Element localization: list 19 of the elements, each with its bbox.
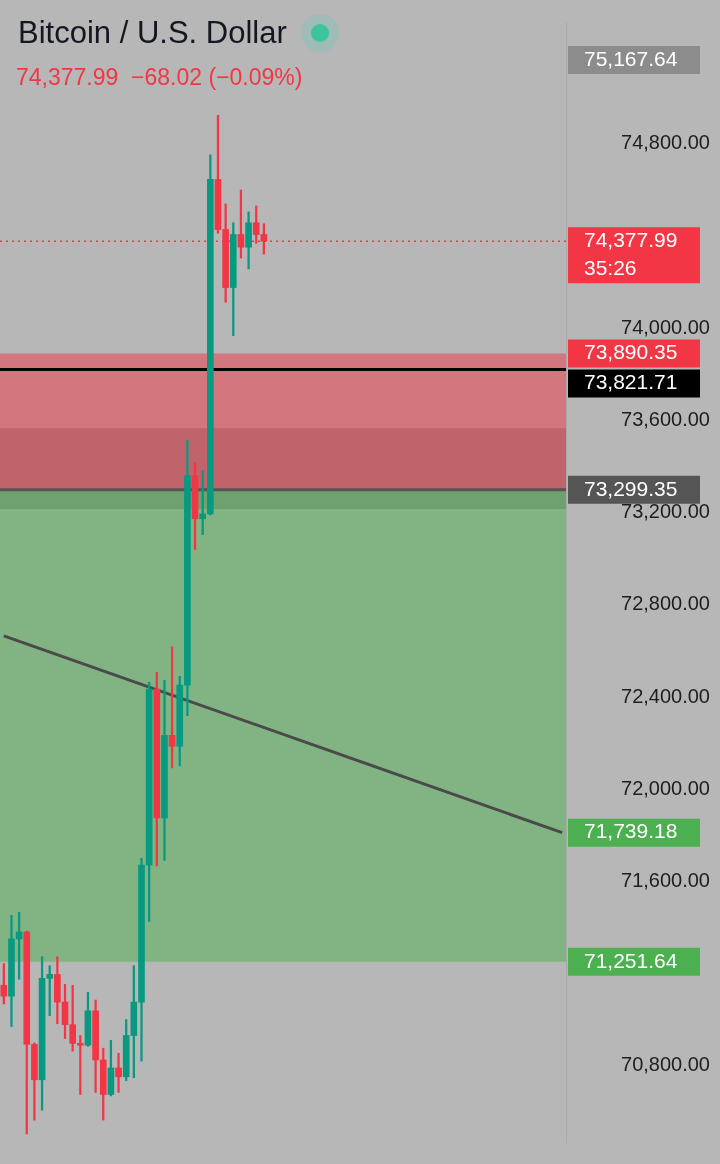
band-label: 71,251.64 [584,948,678,972]
ref-line-label: 73,299.35 [584,476,678,500]
text: 75,167.64 [584,46,678,70]
y-tick-label: 72,800.00 [621,592,710,615]
y-tick-label: 70,800.00 [621,1053,710,1076]
candlestick [115,1052,122,1093]
y-tick-label: 73,200.00 [621,500,710,523]
y-tick-label: 74,000.00 [621,315,710,338]
ref-line-label: 74,377.99 35:26 [584,228,678,279]
ref-line-label: 73,821.71 [584,370,678,394]
text: 74,377.99 −68.02 (−0.09%) [16,64,303,91]
series-label: 71,739.18 [584,819,678,843]
y-tick-label: 72,000.00 [621,776,710,799]
y-tick-label: 74,800.00 [621,131,710,154]
band-label: 73,890.35 [584,340,678,364]
chart-title: Bitcoin / U.S. Dollar [18,15,287,51]
y-tick-label: 72,400.00 [621,684,710,707]
y-tick-label: 71,600.00 [621,869,710,892]
y-tick-label: 73,600.00 [621,408,710,431]
